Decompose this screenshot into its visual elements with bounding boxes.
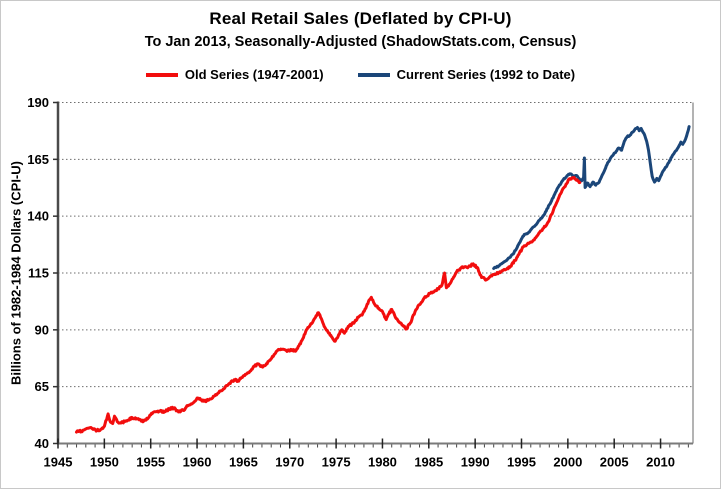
x-tick-label: 1955 <box>136 455 165 470</box>
y-tick-label: 140 <box>27 209 49 224</box>
y-tick-label: 115 <box>28 266 49 281</box>
x-tick-label: 1975 <box>322 455 351 470</box>
x-tick-label: 1980 <box>368 455 397 470</box>
x-tick-label: 1960 <box>183 455 212 470</box>
legend-item-old-series: Old Series (1947-2001) <box>145 67 324 82</box>
y-tick-label: 65 <box>35 379 49 394</box>
x-tick-label: 1965 <box>229 455 258 470</box>
x-tick-label: 1950 <box>90 455 119 470</box>
chart-legend: Old Series (1947-2001) Current Series (1… <box>1 67 720 82</box>
y-tick-label: 40 <box>35 436 49 451</box>
x-tick-label: 1985 <box>414 455 443 470</box>
x-tick-label: 2000 <box>553 455 582 470</box>
y-tick-label: 165 <box>27 152 49 167</box>
chart-title: Real Retail Sales (Deflated by CPI-U) <box>209 9 512 28</box>
x-tick-label: 1970 <box>275 455 304 470</box>
legend-label-old-series: Old Series (1947-2001) <box>184 67 324 82</box>
x-tick-label: 1945 <box>44 455 73 470</box>
old-series-swatch <box>145 72 178 77</box>
x-tick-label: 1995 <box>507 455 536 470</box>
y-tick-label: 190 <box>27 95 49 110</box>
chart-subtitle: To Jan 2013, Seasonally-Adjusted (Shadow… <box>144 34 577 50</box>
legend-item-current-series: Current Series (1992 to Date) <box>357 67 576 82</box>
y-tick-label: 90 <box>35 322 49 337</box>
x-tick-label: 2010 <box>646 455 675 470</box>
x-tick-label: 1990 <box>461 455 490 470</box>
current-series-swatch <box>357 72 390 77</box>
current-series-line <box>492 125 691 270</box>
x-tick-label: 2005 <box>600 455 629 470</box>
old-series-line <box>75 176 582 434</box>
legend-label-current-series: Current Series (1992 to Date) <box>396 67 576 82</box>
